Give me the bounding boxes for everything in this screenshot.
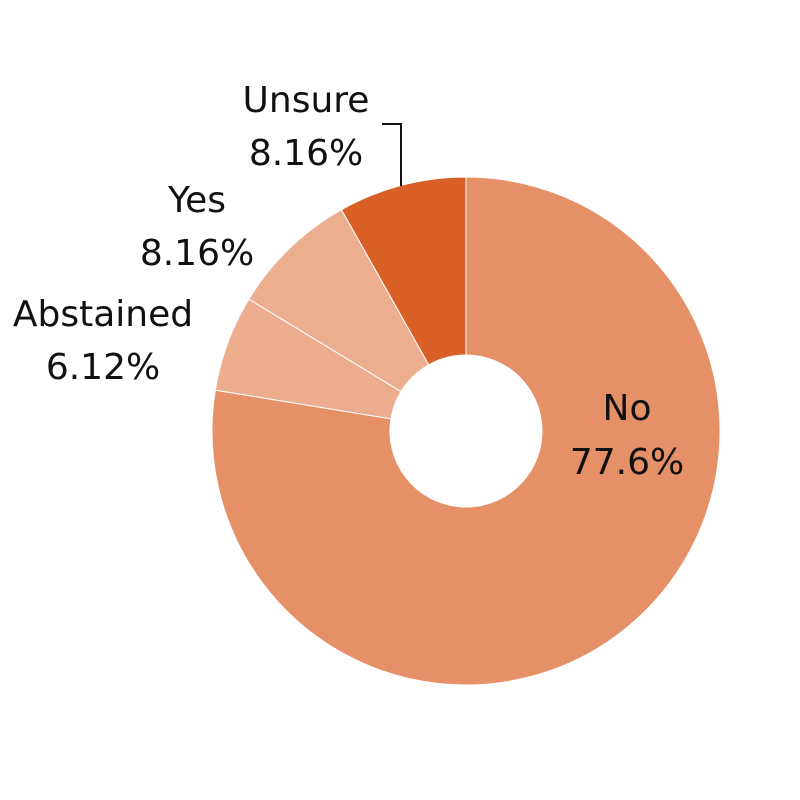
slice-category-label: No [603, 388, 652, 429]
slice-label-abstained: Abstained 6.12% [13, 294, 193, 388]
slice-no [211, 176, 721, 686]
slice-value-label: 6.12% [46, 347, 160, 388]
slice-unsure [340, 176, 467, 366]
labels-layer: No 77.6% Abstained 6.12% Yes 8.16% Unsure 8.16% [13, 80, 684, 483]
slice-label-unsure: Unsure 8.16% [243, 80, 370, 174]
slices-layer [211, 176, 721, 686]
slice-label-no: No 77.6% [570, 388, 684, 483]
slice-category-label: Yes [167, 180, 226, 221]
slice-value-label: 77.6% [570, 442, 684, 483]
slice-value-label: 8.16% [249, 133, 363, 174]
slice-value-label: 8.16% [140, 233, 254, 274]
slice-label-yes: Yes 8.16% [140, 180, 254, 274]
slice-category-label: Abstained [13, 294, 193, 335]
slice-category-label: Unsure [243, 80, 370, 121]
leader-line-unsure [382, 123, 402, 186]
leader-lines-layer [382, 123, 402, 186]
